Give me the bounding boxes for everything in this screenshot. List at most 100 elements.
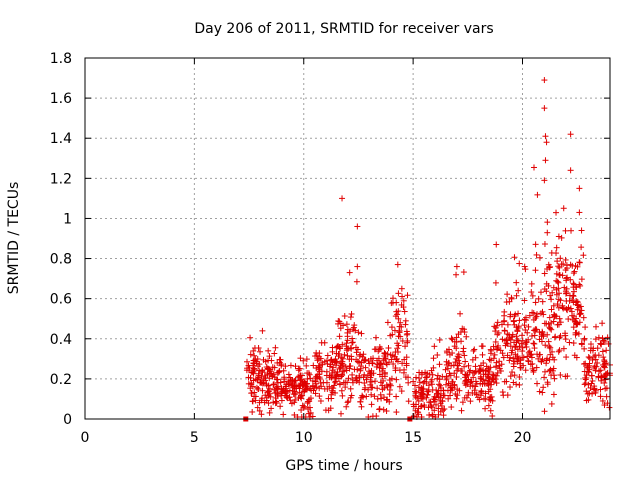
data-point	[467, 367, 474, 374]
data-point	[404, 330, 411, 337]
data-point-outlier	[346, 269, 353, 276]
data-point	[458, 407, 465, 414]
data-point	[573, 298, 580, 305]
data-point	[567, 276, 574, 283]
data-point	[278, 362, 285, 369]
data-point	[265, 365, 272, 372]
data-point	[582, 360, 589, 367]
data-point	[546, 343, 553, 350]
data-point	[276, 368, 283, 375]
data-point	[485, 382, 492, 389]
data-point	[341, 351, 348, 358]
data-point	[507, 373, 514, 380]
data-point	[271, 374, 278, 381]
data-point	[509, 369, 516, 376]
data-point	[476, 365, 483, 372]
data-point	[390, 361, 397, 368]
data-point	[470, 374, 477, 381]
data-point	[402, 374, 409, 381]
data-point	[516, 381, 523, 388]
data-point	[356, 372, 363, 379]
data-point	[424, 370, 431, 377]
data-point	[487, 394, 494, 401]
data-point	[585, 353, 592, 360]
plot-frame	[84, 57, 611, 420]
data-point	[544, 331, 551, 338]
data-point	[537, 351, 544, 358]
data-point	[554, 258, 561, 265]
data-point	[485, 402, 492, 409]
data-point	[546, 368, 553, 375]
data-point	[461, 363, 468, 370]
data-point	[338, 387, 345, 394]
data-point	[592, 336, 599, 343]
data-point	[451, 338, 458, 345]
data-point	[262, 374, 269, 381]
y-axis-label: SRMTID / TECUs	[6, 182, 22, 295]
data-point	[437, 397, 444, 404]
data-point	[487, 407, 494, 414]
data-point	[539, 308, 546, 315]
data-point-outlier	[394, 261, 401, 268]
data-point	[448, 335, 455, 342]
data-point	[347, 314, 354, 321]
data-point	[278, 390, 285, 397]
data-point	[493, 359, 500, 366]
data-point	[554, 321, 561, 328]
data-point	[305, 370, 312, 377]
data-point	[250, 357, 257, 364]
data-point	[555, 304, 562, 311]
data-point	[367, 355, 374, 362]
data-point	[557, 319, 564, 326]
data-point	[374, 361, 381, 368]
data-point	[568, 227, 575, 234]
data-point	[571, 318, 578, 325]
data-point	[362, 364, 369, 371]
data-point	[434, 351, 441, 358]
data-point	[304, 386, 311, 393]
data-point	[496, 362, 503, 369]
data-point	[270, 381, 277, 388]
data-point	[292, 377, 299, 384]
y-tick-label: 0	[63, 412, 72, 428]
data-point	[556, 264, 563, 271]
data-point	[321, 385, 328, 392]
data-point	[562, 256, 569, 263]
data-point	[513, 279, 520, 286]
data-point	[349, 376, 356, 383]
data-point	[312, 374, 319, 381]
data-point	[339, 355, 346, 362]
data-point	[540, 311, 547, 318]
data-point	[398, 388, 405, 395]
data-point	[412, 394, 419, 401]
data-point	[595, 373, 602, 380]
data-point	[570, 270, 577, 277]
data-point	[503, 299, 510, 306]
data-point-outlier	[354, 223, 361, 230]
data-point	[603, 393, 610, 400]
data-point	[271, 350, 278, 357]
data-point	[387, 381, 394, 388]
data-point	[500, 354, 507, 361]
data-point	[544, 265, 551, 272]
data-point	[252, 393, 259, 400]
data-point	[248, 390, 255, 397]
data-point	[568, 308, 575, 315]
data-point	[483, 363, 490, 370]
data-point	[301, 388, 308, 395]
data-point	[403, 360, 410, 367]
data-point-outlier	[576, 185, 583, 192]
data-point	[537, 289, 544, 296]
data-point	[249, 369, 256, 376]
data-point	[435, 411, 442, 418]
data-point	[560, 345, 567, 352]
data-point	[383, 397, 390, 404]
data-point-outlier	[542, 157, 549, 164]
data-point	[472, 378, 479, 385]
data-point	[298, 395, 305, 402]
data-point	[351, 322, 358, 329]
data-point	[564, 307, 571, 314]
data-point	[555, 296, 562, 303]
data-point	[580, 314, 587, 321]
